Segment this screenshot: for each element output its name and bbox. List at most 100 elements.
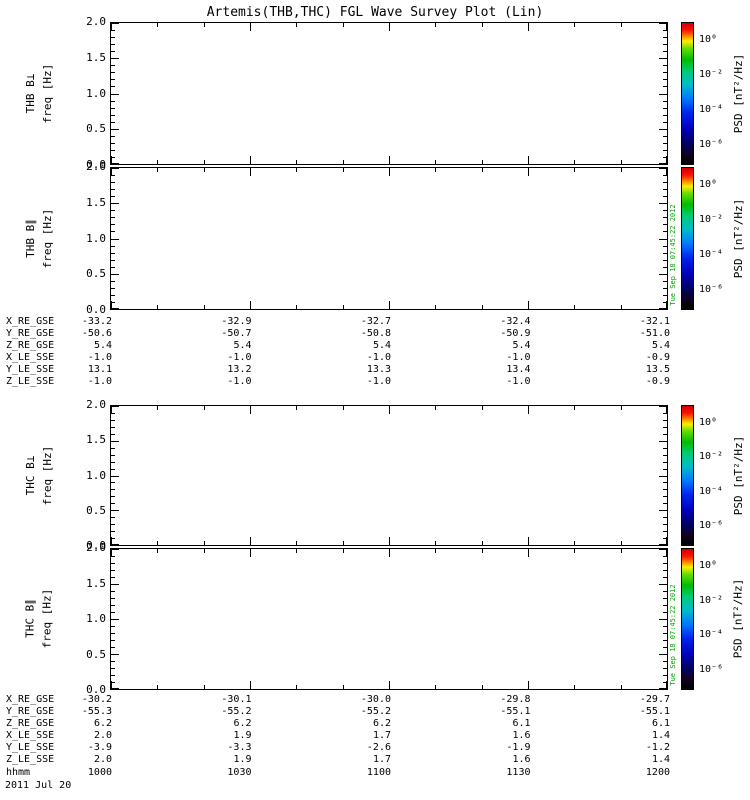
- tick-mark: [111, 136, 115, 137]
- tick-mark: [343, 160, 344, 164]
- plot-frame: [110, 548, 668, 690]
- tick-mark: [663, 640, 667, 641]
- tick-mark: [157, 685, 158, 689]
- ephemeris-value: 13.4: [506, 364, 531, 375]
- tick-mark: [157, 160, 158, 164]
- ephemeris-value: 1.4: [651, 730, 670, 741]
- tick-mark: [663, 115, 667, 116]
- tick-mark: [111, 246, 115, 247]
- tick-mark: [663, 434, 667, 435]
- tick-mark: [663, 455, 667, 456]
- tick-mark: [621, 549, 622, 553]
- tick-mark: [111, 210, 115, 211]
- tick-mark: [111, 577, 115, 578]
- tick-mark: [435, 160, 436, 164]
- y-axis-label: THC B⊥: [23, 455, 37, 495]
- ephemeris-row-label: Z_LE_SSE: [6, 754, 55, 765]
- tick-mark: [111, 94, 119, 95]
- ephemeris-value: 5.4: [93, 340, 112, 351]
- ephemeris-row-label: Y_LE_SSE: [6, 742, 55, 753]
- y-tick-label: 0.0: [86, 303, 106, 316]
- tick-mark: [111, 115, 115, 116]
- tick-mark: [621, 168, 622, 172]
- tick-mark: [663, 556, 667, 557]
- colorbar: [681, 22, 694, 165]
- tick-mark: [111, 65, 115, 66]
- ephemeris-value: 13.1: [87, 364, 112, 375]
- tick-mark: [111, 30, 115, 31]
- tick-mark: [663, 531, 667, 532]
- tick-mark: [574, 406, 575, 410]
- tick-mark: [111, 647, 115, 648]
- tick-mark: [435, 685, 436, 689]
- tick-mark: [296, 23, 297, 27]
- ephemeris-value: -55.1: [500, 706, 531, 717]
- tick-mark: [663, 675, 667, 676]
- y-tick-label: 0.5: [86, 503, 106, 517]
- tick-mark: [111, 301, 112, 309]
- tick-mark: [663, 612, 667, 613]
- tick-mark: [296, 685, 297, 689]
- ephemeris-value: 13.3: [366, 364, 391, 375]
- tick-mark: [663, 143, 667, 144]
- tick-mark: [435, 549, 436, 553]
- ephemeris-row-label: Z_LE_SSE: [6, 376, 55, 387]
- ephemeris-value: -50.7: [221, 328, 252, 339]
- colorbar-tick-label: 10⁻²: [699, 451, 724, 463]
- tick-mark: [659, 584, 667, 585]
- tick-mark: [663, 647, 667, 648]
- ephemeris-value: -32.1: [639, 316, 670, 327]
- colorbar: [681, 405, 694, 546]
- tick-mark: [621, 541, 622, 545]
- tick-mark: [663, 44, 667, 45]
- plot-frame: [110, 22, 668, 165]
- tick-mark: [111, 79, 115, 80]
- tick-mark: [204, 685, 205, 689]
- tick-mark: [296, 541, 297, 545]
- tick-mark: [111, 281, 115, 282]
- ephemeris-value: 5.4: [233, 340, 252, 351]
- tick-mark: [111, 626, 115, 627]
- tick-mark: [111, 189, 115, 190]
- y-tick-label: 1.0: [86, 612, 106, 625]
- tick-mark: [296, 549, 297, 553]
- tick-mark: [250, 681, 251, 689]
- colorbar-tick-label: 10⁻⁴: [699, 485, 724, 497]
- y-tick-label: 2.0: [86, 15, 106, 28]
- tick-mark: [111, 274, 119, 275]
- tick-mark: [663, 420, 667, 421]
- ephemeris-value: -1.9: [506, 742, 531, 753]
- tick-mark: [111, 143, 115, 144]
- tick-mark: [111, 510, 119, 511]
- plot-title: Artemis(THB,THC) FGL Wave Survey Plot (L…: [206, 5, 544, 20]
- ephemeris-value: -0.9: [645, 352, 670, 363]
- time-tick-label: 1000: [87, 767, 112, 778]
- tick-mark: [111, 675, 115, 676]
- y-tick-label: 1.0: [86, 231, 106, 245]
- tick-mark: [659, 203, 667, 204]
- ephemeris-value: -1.0: [506, 376, 531, 387]
- y-tick-label: 2.0: [86, 541, 106, 554]
- tick-mark: [663, 182, 667, 183]
- y-axis-units-label: freq [Hz]: [40, 588, 54, 649]
- tick-mark: [296, 406, 297, 410]
- tick-mark: [528, 681, 529, 689]
- tick-mark: [663, 281, 667, 282]
- tick-mark: [111, 156, 112, 164]
- tick-mark: [659, 239, 667, 240]
- tick-mark: [663, 136, 667, 137]
- ephemeris-row-label: Z_RE_GSE: [6, 718, 55, 729]
- tick-mark: [111, 413, 115, 414]
- tick-mark: [204, 168, 205, 172]
- y-axis-units-label: freq [Hz]: [40, 445, 54, 505]
- tick-mark: [659, 406, 667, 407]
- tick-mark: [663, 51, 667, 52]
- tick-mark: [663, 150, 667, 151]
- ephemeris-value: -0.9: [645, 376, 670, 387]
- tick-mark: [157, 168, 158, 172]
- y-tick-label: 1.5: [86, 50, 106, 64]
- ephemeris-value: -29.8: [500, 694, 531, 705]
- ephemeris-row-label: X_RE_GSE: [6, 316, 55, 327]
- tick-mark: [663, 37, 667, 38]
- tick-mark: [111, 44, 115, 45]
